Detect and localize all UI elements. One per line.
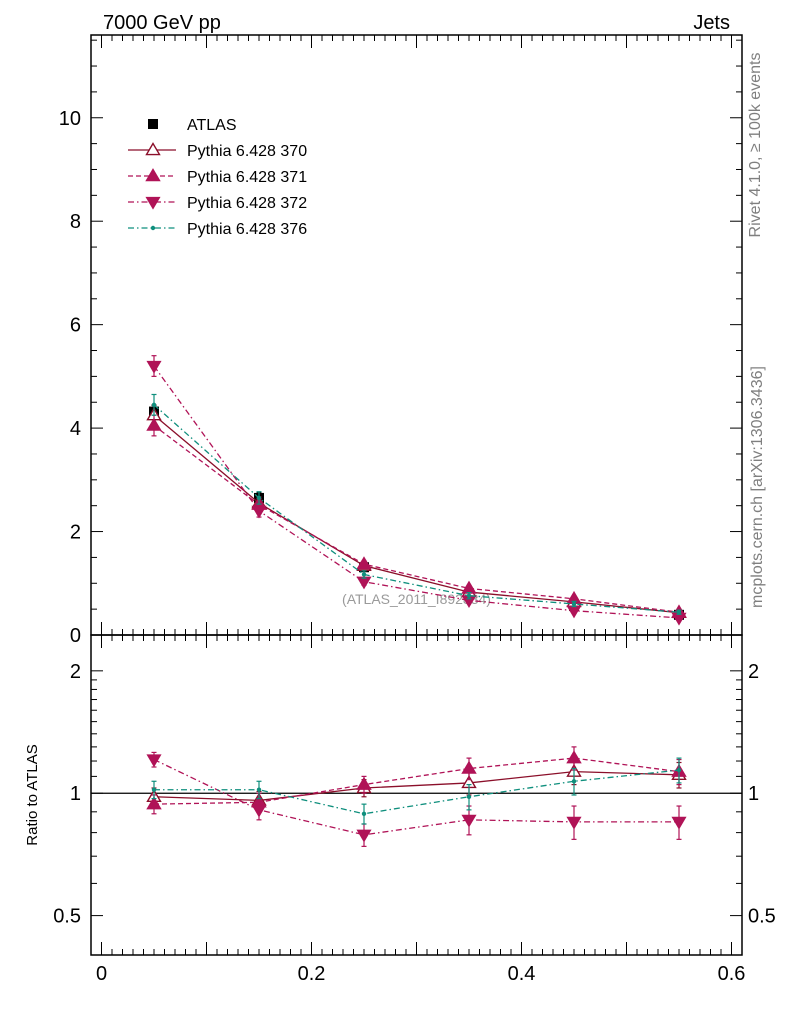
main-series-2	[146, 414, 687, 618]
ratio-data-point	[461, 814, 477, 828]
legend-marker	[145, 142, 161, 156]
y-tick-label: 2	[70, 522, 81, 544]
main-data-point	[146, 360, 162, 374]
legend-entry: Pythia 6.428 370	[128, 142, 307, 160]
main-data-point	[356, 576, 372, 590]
ratio-data-point	[566, 816, 582, 830]
legend-entry: ATLAS	[148, 117, 237, 134]
ratio-data-point	[466, 794, 472, 799]
ratio-series-line	[153, 757, 680, 805]
ratio-data-point	[146, 754, 162, 768]
x-tick-label: 0	[96, 963, 107, 985]
ratio-data-point	[356, 776, 372, 790]
ratio-data-point	[461, 760, 477, 774]
main-series-line	[153, 365, 680, 619]
ratio-data-point	[361, 811, 367, 816]
x-tick-label: 0.2	[298, 963, 326, 985]
ratio-series-line	[153, 770, 680, 802]
legend-label: ATLAS	[187, 117, 237, 134]
ratio-series-3	[151, 757, 682, 825]
y-tick-label: 10	[59, 108, 81, 130]
ratio-series-line	[153, 758, 679, 836]
y-tick-label: 6	[70, 315, 81, 337]
ratio-data-point	[251, 804, 267, 818]
ratio-data-point	[151, 787, 157, 792]
ratio-data-point	[356, 829, 372, 843]
main-data-point	[676, 610, 682, 615]
legend-marker	[145, 196, 161, 210]
ratio-data-point	[676, 767, 682, 773]
main-data-point	[356, 556, 372, 570]
mcplots-label: mcplots.cern.ch [arXiv:1306.3436]	[749, 366, 766, 608]
ratio-data-point	[256, 787, 262, 792]
main-series-group	[146, 355, 687, 626]
ratio-series-1	[146, 746, 687, 815]
ratio-y-tick-label-right: 2	[748, 661, 759, 683]
legend-entry: Pythia 6.428 376	[128, 221, 307, 238]
ratio-plot-panel: 0.5 0.5 1 1 2 2 Ratio to ATLAS 0 0.2 0.4 0.6	[24, 634, 776, 985]
y-tick-label: 8	[70, 211, 81, 233]
main-data-point	[251, 505, 267, 519]
ratio-series-2	[146, 751, 687, 847]
main-series-0	[149, 404, 684, 620]
legend-marker	[145, 168, 161, 182]
main-data-point	[571, 601, 577, 607]
category-label: Jets	[693, 12, 730, 34]
main-data-point	[361, 572, 367, 577]
ratio-y-tick-label: 0.5	[53, 906, 81, 928]
x-tick-label: 0.4	[508, 963, 536, 985]
legend-label: Pythia 6.428 372	[187, 195, 307, 212]
main-series-line	[153, 404, 680, 613]
main-data-point	[566, 605, 582, 619]
ratio-y-axis-label: Ratio to ATLAS	[24, 744, 41, 845]
ratio-data-point	[146, 796, 162, 810]
legend-label: Pythia 6.428 370	[187, 143, 307, 160]
ratio-series-line	[154, 769, 680, 815]
main-series-1	[146, 404, 687, 619]
ratio-y-tick-label-right: 1	[748, 783, 759, 805]
ratio-plot-frame	[90, 634, 743, 956]
main-series-line	[153, 414, 680, 614]
collision-energy-label: 7000 GeV pp	[103, 12, 221, 34]
main-series-3	[146, 355, 687, 626]
y-tick-label: 0	[70, 625, 81, 647]
y-tick-label: 4	[70, 418, 81, 440]
main-data-point	[466, 593, 472, 598]
legend-label: Pythia 6.428 376	[187, 221, 307, 238]
ratio-data-point	[571, 779, 577, 784]
main-series-4	[151, 393, 682, 615]
main-data-point	[146, 417, 162, 431]
main-series-line	[153, 424, 680, 613]
main-data-point	[151, 402, 157, 408]
analysis-watermark: (ATLAS_2011_I892834)	[342, 591, 491, 607]
x-tick-label: 0.6	[718, 963, 746, 985]
ratio-data-point	[671, 816, 687, 830]
rivet-version-label: Rivet 4.1.0, ≥ 100k events	[747, 53, 764, 238]
legend-entry: Pythia 6.428 372	[128, 195, 307, 212]
legend-entry: Pythia 6.428 371	[128, 168, 307, 186]
main-plot-panel: 0 2 4 6 8 10 (ATLAS_2011_I892834) ATLAS Pythia 6…	[59, 34, 743, 647]
legend-marker	[150, 225, 156, 231]
ratio-series-group	[146, 746, 687, 847]
ratio-y-tick-label: 1	[70, 783, 81, 805]
legend: ATLAS Pythia 6.428 370 Pythia 6.428 371 Pyt…	[128, 117, 307, 238]
legend-label: Pythia 6.428 371	[187, 169, 307, 186]
ratio-y-tick-label-right: 0.5	[748, 906, 776, 928]
ratio-data-point	[566, 750, 582, 764]
main-data-point	[256, 495, 262, 501]
legend-marker	[148, 119, 158, 129]
ratio-y-tick-label: 2	[70, 661, 81, 683]
